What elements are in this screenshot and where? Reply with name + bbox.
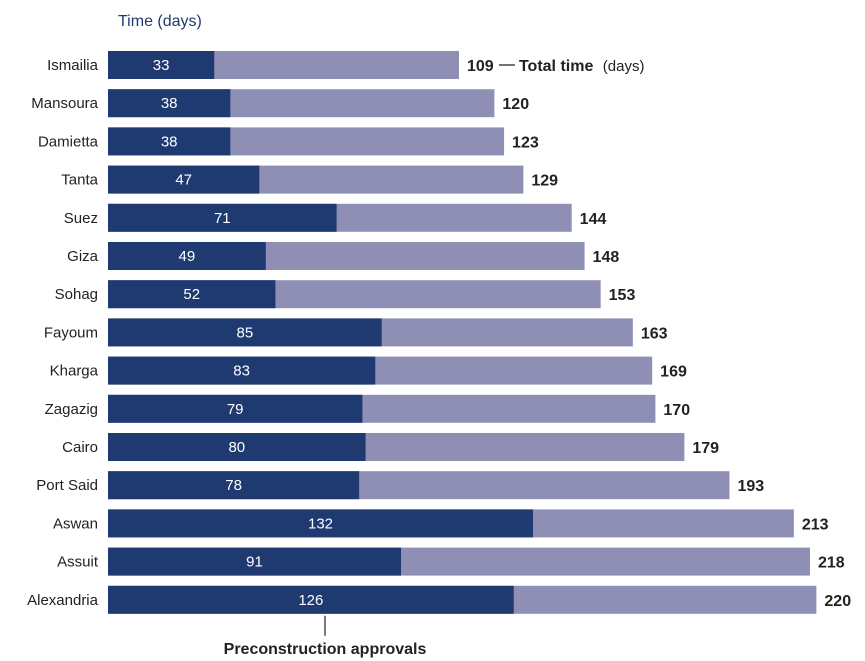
preconstruction-value-label: 79 [227,401,244,418]
bars-group: Ismailia 33 109 Mansoura 38 120 Damietta 38 123 T… [27,51,851,614]
total-value-label: 220 [824,593,851,610]
category-label: Kharga [50,363,99,380]
preconstruction-bar [108,203,337,232]
preconstruction-bar [108,165,260,194]
category-label: Assuit [57,554,99,571]
preconstruction-value-label: 91 [246,554,263,571]
total-value-label: 218 [818,555,845,572]
preconstruction-value-label: 85 [237,324,254,341]
total-value-label: 163 [641,325,668,342]
category-label: Aswan [53,515,98,532]
preconstruction-value-label: 49 [179,248,196,265]
annotations-group: Total time (days) Preconstruction approv… [224,58,645,658]
total-value-label: 123 [512,134,539,151]
total-value-label: 109 [467,58,494,75]
category-label: Damietta [38,133,99,150]
preconstruction-value-label: 52 [183,286,200,303]
preconstruction-value-label: 132 [308,515,333,532]
preconstruction-value-label: 83 [233,363,250,380]
preconstruction-bar [108,509,534,538]
preconstruction-bar [108,318,382,347]
preconstruction-bar [108,89,231,118]
axis-title: Time (days) [118,13,202,30]
preconstruction-bar [108,471,360,500]
preconstruction-bar [108,280,276,309]
preconstruction-value-label: 71 [214,210,231,227]
total-value-label: 153 [609,287,636,304]
category-label: Port Said [36,477,98,494]
preconstruction-value-label: 126 [298,592,323,609]
total-value-label: 129 [531,173,558,190]
category-label: Alexandria [27,592,99,609]
total-value-label: 193 [737,478,764,495]
total-value-label: 169 [660,364,687,381]
total-value-label: 179 [692,440,719,457]
total-time-unit: (days) [603,58,645,75]
category-label: Suez [64,210,98,227]
total-time-annotation: Total time (days) [519,58,645,75]
category-label: Zagazig [45,401,98,418]
preconstruction-bar [108,51,215,79]
total-time-label: Total time [519,58,593,75]
category-label: Giza [67,248,99,265]
preconstruction-value-label: 38 [161,133,178,150]
category-label: Sohag [55,286,98,303]
preconstruction-value-label: 38 [161,95,178,112]
preconstruction-bar [108,585,514,614]
total-value-label: 120 [502,96,529,113]
category-label: Fayoum [44,324,98,341]
preconstruction-value-label: 78 [225,477,242,494]
preconstruction-value-label: 33 [153,57,170,74]
total-value-label: 144 [580,211,607,228]
preconstruction-value-label: 80 [228,439,245,456]
preconstruction-value-label: 47 [175,172,192,189]
preconstruction-bar [108,127,231,156]
preconstruction-bar [108,433,366,461]
category-label: Tanta [61,172,98,189]
total-value-label: 170 [663,402,690,419]
preconstruction-annotation: Preconstruction approvals [224,641,427,658]
total-value-label: 148 [593,249,620,266]
preconstruction-bar [108,394,363,423]
preconstruction-bar [108,547,402,576]
category-label: Cairo [62,439,98,456]
total-value-label: 213 [802,516,829,533]
preconstruction-bar [108,356,376,385]
preconstruction-bar [108,242,266,270]
category-label: Mansoura [31,95,98,112]
category-label: Ismailia [47,57,99,74]
